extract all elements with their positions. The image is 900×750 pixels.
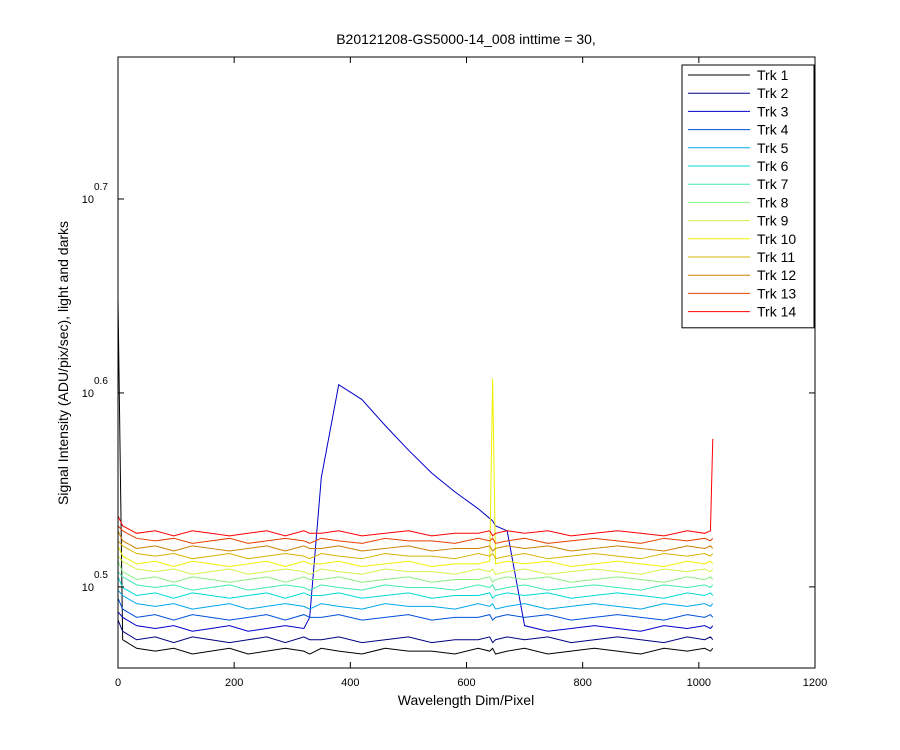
legend-box xyxy=(681,64,815,329)
series-line xyxy=(118,540,714,560)
legend-label: Trk 7 xyxy=(757,176,789,192)
series-line xyxy=(118,299,714,655)
x-tick-label: 400 xyxy=(341,677,359,689)
series-line xyxy=(118,561,714,583)
series-line xyxy=(118,530,714,552)
series-line xyxy=(118,576,714,600)
x-tick-label: 800 xyxy=(573,677,591,689)
chart-title: B20121208-GS5000-14_008 inttime = 30, xyxy=(336,31,596,47)
legend-label: Trk 1 xyxy=(757,67,789,83)
series-line xyxy=(118,438,714,537)
legend-label: Trk 12 xyxy=(757,267,796,283)
plot-lines xyxy=(118,299,714,655)
legend-label: Trk 8 xyxy=(757,194,789,210)
series-line xyxy=(118,525,714,544)
legend-label: Trk 14 xyxy=(757,304,796,320)
series-line xyxy=(118,589,714,610)
y-tick-label: 10 xyxy=(82,582,94,594)
x-tick-label: 1000 xyxy=(687,677,711,689)
legend-label: Trk 4 xyxy=(757,122,789,138)
y-axis-label: Signal Intensity (ADU/pix/sec), light an… xyxy=(55,221,71,505)
y-tick-label: 10 xyxy=(82,388,94,400)
x-tick-label: 600 xyxy=(457,677,475,689)
legend-label: Trk 11 xyxy=(757,249,795,265)
legend-label: Trk 2 xyxy=(757,85,789,101)
series-line xyxy=(118,383,714,632)
series-line xyxy=(118,619,714,644)
series-line xyxy=(118,571,714,591)
legend-label: Trk 5 xyxy=(757,140,789,156)
legend-label: Trk 6 xyxy=(757,158,789,174)
x-tick-label: 1200 xyxy=(803,677,827,689)
y-tick-exponent: 0.5 xyxy=(94,570,108,581)
series-line xyxy=(118,378,714,567)
series-line xyxy=(118,598,714,621)
x-tick-label: 200 xyxy=(225,677,243,689)
x-tick-label: 0 xyxy=(115,677,121,689)
legend-label: Trk 13 xyxy=(757,285,796,301)
x-axis-label: Wavelength Dim/Pixel xyxy=(398,692,534,708)
legend-label: Trk 3 xyxy=(757,103,789,119)
series-line xyxy=(118,555,714,575)
y-tick-exponent: 0.6 xyxy=(94,376,108,387)
legend-label: Trk 9 xyxy=(757,213,789,229)
y-tick-exponent: 0.7 xyxy=(94,182,108,193)
legend-label: Trk 10 xyxy=(757,231,796,247)
y-tick-label: 10 xyxy=(82,194,94,206)
